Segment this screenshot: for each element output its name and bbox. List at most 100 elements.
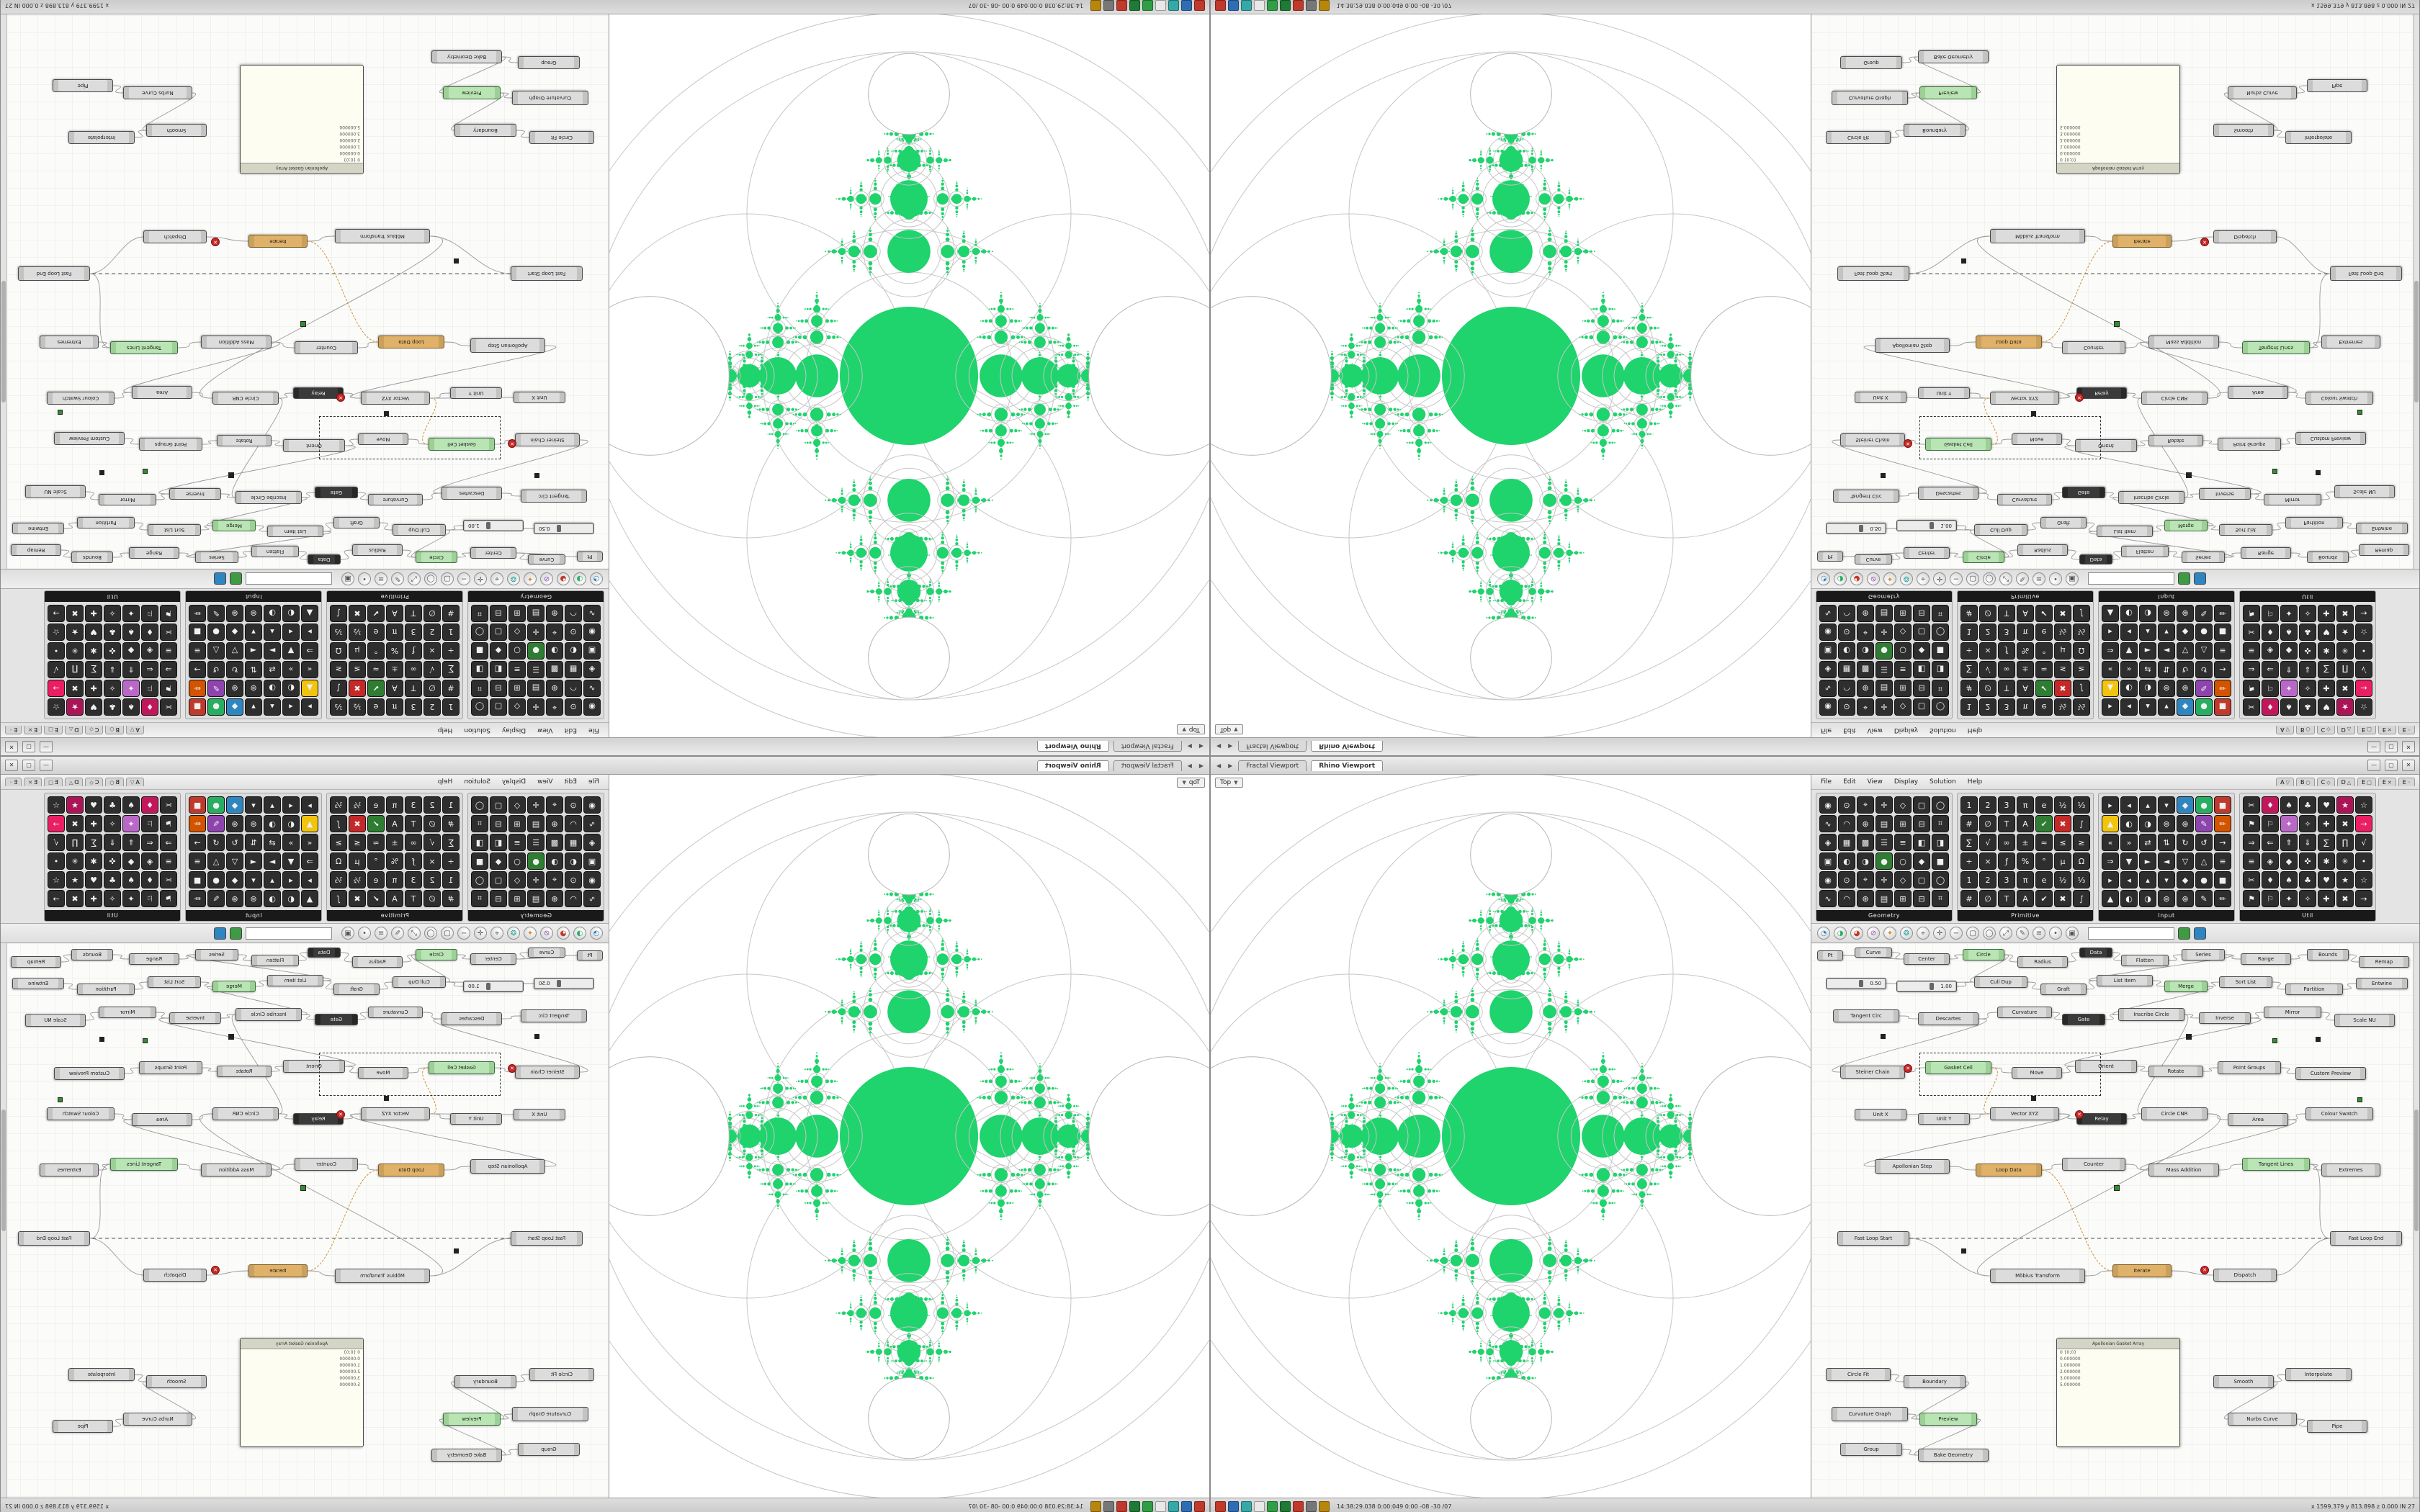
gh-node[interactable]: Cull Dup (1974, 524, 2027, 536)
palette-icon[interactable]: ⇅ (2158, 661, 2175, 678)
palette-icon[interactable]: ⊚ (2158, 605, 2175, 622)
gh-node[interactable]: Fast Loop Start (1837, 266, 1909, 281)
palette-icon[interactable]: ▾ (2158, 698, 2175, 716)
palette-icon[interactable]: ♠ (2280, 698, 2298, 716)
palette-icon[interactable]: ⅓ (330, 698, 347, 716)
palette-icon[interactable]: ▸ (301, 698, 318, 716)
gh-node[interactable]: Remap (11, 544, 61, 556)
palette-icon[interactable]: ∅ (1979, 680, 1996, 697)
gh-tab-0[interactable]: A ▽ (2276, 726, 2295, 734)
palette-icon[interactable]: ☆ (2355, 624, 2372, 641)
toolbar-icon-2[interactable]: ◕ (557, 572, 570, 585)
palette-icon[interactable]: △ (207, 642, 225, 660)
palette-icon[interactable]: 2 (424, 698, 441, 716)
palette-icon[interactable]: ■ (189, 624, 206, 641)
gh-tab-3[interactable]: D △ (2336, 726, 2356, 734)
palette-icon[interactable]: ∏ (2336, 661, 2354, 678)
gh-tab-5[interactable]: E ✕ (2378, 726, 2396, 734)
palette-icon[interactable]: ◇ (508, 624, 526, 641)
palette-icon[interactable]: ■ (471, 642, 488, 660)
gh-node[interactable]: Bounds (71, 552, 113, 563)
palette-icon[interactable]: ► (264, 642, 281, 660)
palette-icon[interactable]: ↻ (226, 661, 243, 678)
gh-node[interactable]: Apollonian Step (470, 338, 545, 353)
palette-icon[interactable]: ▩ (546, 661, 563, 678)
palette-icon[interactable]: A (2017, 605, 2034, 622)
palette-icon[interactable]: ⊛ (226, 605, 243, 622)
palette-icon[interactable]: e (367, 624, 385, 641)
toolbar-icon-3[interactable]: ⊘ (540, 572, 553, 585)
palette-icon[interactable]: ⊙ (565, 624, 582, 641)
palette-icon[interactable]: ⚑ (160, 605, 177, 622)
palette-icon[interactable]: √ (2355, 661, 2372, 678)
palette-icon[interactable]: ☆ (48, 698, 65, 716)
palette-icon[interactable]: ∑ (2318, 661, 2335, 678)
palette-icon[interactable]: ✔ (2035, 680, 2053, 697)
toolbar-icon-9[interactable]: ▢ (441, 572, 454, 585)
nav-back-icon[interactable]: ◀ (1198, 762, 1204, 769)
gh-node[interactable]: Flatten (2121, 546, 2169, 557)
gh-node[interactable]: Vector XYZ (1990, 392, 2059, 405)
palette-icon[interactable]: T (405, 680, 422, 697)
gh-node[interactable]: Center (470, 547, 516, 559)
menu-item-help[interactable]: Help (1967, 726, 1983, 734)
gh-node[interactable]: Range (129, 547, 179, 559)
gh-node[interactable]: Circle (1963, 552, 2004, 563)
toolbar-icon-2[interactable]: ◕ (1850, 572, 1863, 585)
palette-icon[interactable]: # (1960, 605, 1978, 622)
gh-node[interactable]: Fast Loop Start (511, 266, 583, 281)
palette-icon[interactable]: ⚑ (2243, 680, 2260, 697)
gh-node[interactable]: 1.00 (1896, 520, 1957, 531)
palette-icon[interactable]: ƒ (1998, 642, 2015, 660)
solver-button-1[interactable] (214, 572, 226, 585)
tray-icon-3[interactable] (1155, 0, 1166, 12)
gh-node[interactable]: Pt (577, 552, 603, 562)
palette-icon[interactable]: ◧ (1913, 661, 1930, 678)
palette-icon[interactable]: ☆ (2355, 698, 2372, 716)
gh-node[interactable]: Radius (2017, 544, 2068, 556)
palette-icon[interactable]: ■ (189, 698, 206, 716)
palette-icon[interactable]: ◈ (2262, 642, 2279, 660)
palette-icon[interactable]: 3 (405, 624, 422, 641)
gh-node[interactable]: Cull Dup (393, 524, 446, 536)
gh-node[interactable]: Gate (315, 487, 358, 498)
palette-icon[interactable]: ▢ (490, 624, 507, 641)
palette-icon[interactable]: ✚ (2318, 680, 2335, 697)
gh-tab-6[interactable]: E ◦ (5, 726, 22, 734)
palette-icon[interactable]: ± (386, 661, 403, 678)
palette-icon[interactable]: ✂ (2243, 624, 2260, 641)
palette-icon[interactable]: ∿ (583, 680, 601, 697)
palette-icon[interactable]: × (424, 642, 441, 660)
gh-node[interactable]: Pipe (53, 79, 113, 92)
palette-icon[interactable]: % (386, 642, 403, 660)
palette-icon[interactable]: ◇ (508, 698, 526, 716)
gh-node[interactable]: Tangent Circ (521, 490, 587, 503)
palette-icon[interactable]: π (386, 698, 403, 716)
palette-icon[interactable]: ✂ (2243, 698, 2260, 716)
palette-icon[interactable]: → (48, 605, 65, 622)
palette-icon[interactable]: ⇑ (2280, 661, 2298, 678)
palette-icon[interactable]: µ (2054, 642, 2071, 660)
gh-node[interactable]: Interpolate (2285, 131, 2352, 144)
palette-icon[interactable]: ▢ (490, 698, 507, 716)
palette-icon[interactable]: ⊚ (245, 680, 262, 697)
gh-node[interactable]: Series (195, 552, 238, 563)
palette-icon[interactable]: e (2035, 624, 2053, 641)
toolbar-icon-5[interactable]: ❂ (507, 572, 520, 585)
gh-node[interactable]: Circle Fit (529, 131, 594, 144)
palette-icon[interactable]: ✎ (207, 605, 225, 622)
gh-tab-0[interactable]: A ▽ (125, 726, 144, 734)
palette-icon[interactable]: ⇐ (141, 661, 158, 678)
palette-icon[interactable]: ★ (66, 698, 84, 716)
palette-icon[interactable]: → (2355, 605, 2372, 622)
palette-icon[interactable]: ½ (349, 698, 366, 716)
palette-icon[interactable]: 3 (405, 698, 422, 716)
gh-canvas[interactable]: Pt Curve Center Circle Radius Data Flatten Seri… (1, 14, 609, 569)
toolbar-icon-1[interactable]: ◑ (1834, 572, 1847, 585)
gh-node[interactable]: Dispatch (2213, 230, 2277, 243)
palette-icon[interactable]: ∿ (583, 605, 601, 622)
palette-icon[interactable]: ◠ (1838, 680, 1855, 697)
gh-node[interactable]: Preview (443, 86, 501, 99)
palette-icon[interactable]: ½ (2054, 698, 2071, 716)
palette-icon[interactable]: ▲ (2102, 680, 2119, 697)
